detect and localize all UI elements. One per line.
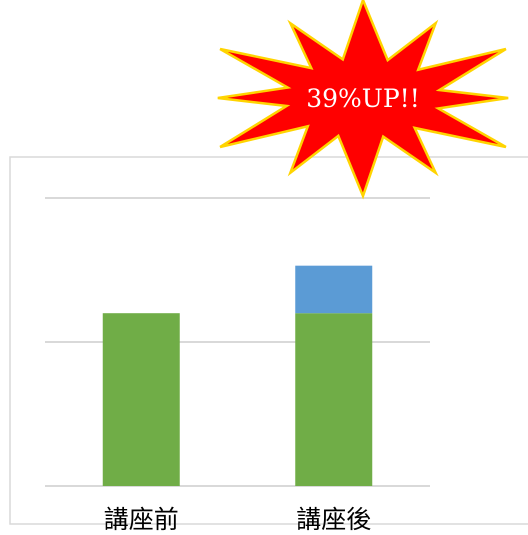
- annotation-text: 39%UP!!: [306, 84, 420, 113]
- x-tick-label: 講座前: [104, 505, 179, 534]
- x-tick-label: 講座後: [296, 505, 371, 534]
- bar-segment-1-1: [102, 313, 180, 486]
- callout-burst: 39%UP!!: [217, 0, 509, 200]
- x-axis-labels: 講座前 講座後: [104, 505, 372, 534]
- starburst-shape: [217, 0, 509, 200]
- chart-frame: [9, 156, 528, 525]
- bar-segment-1-2: [295, 313, 373, 486]
- bar-segment-2-2: [295, 265, 373, 314]
- bars: [102, 265, 373, 486]
